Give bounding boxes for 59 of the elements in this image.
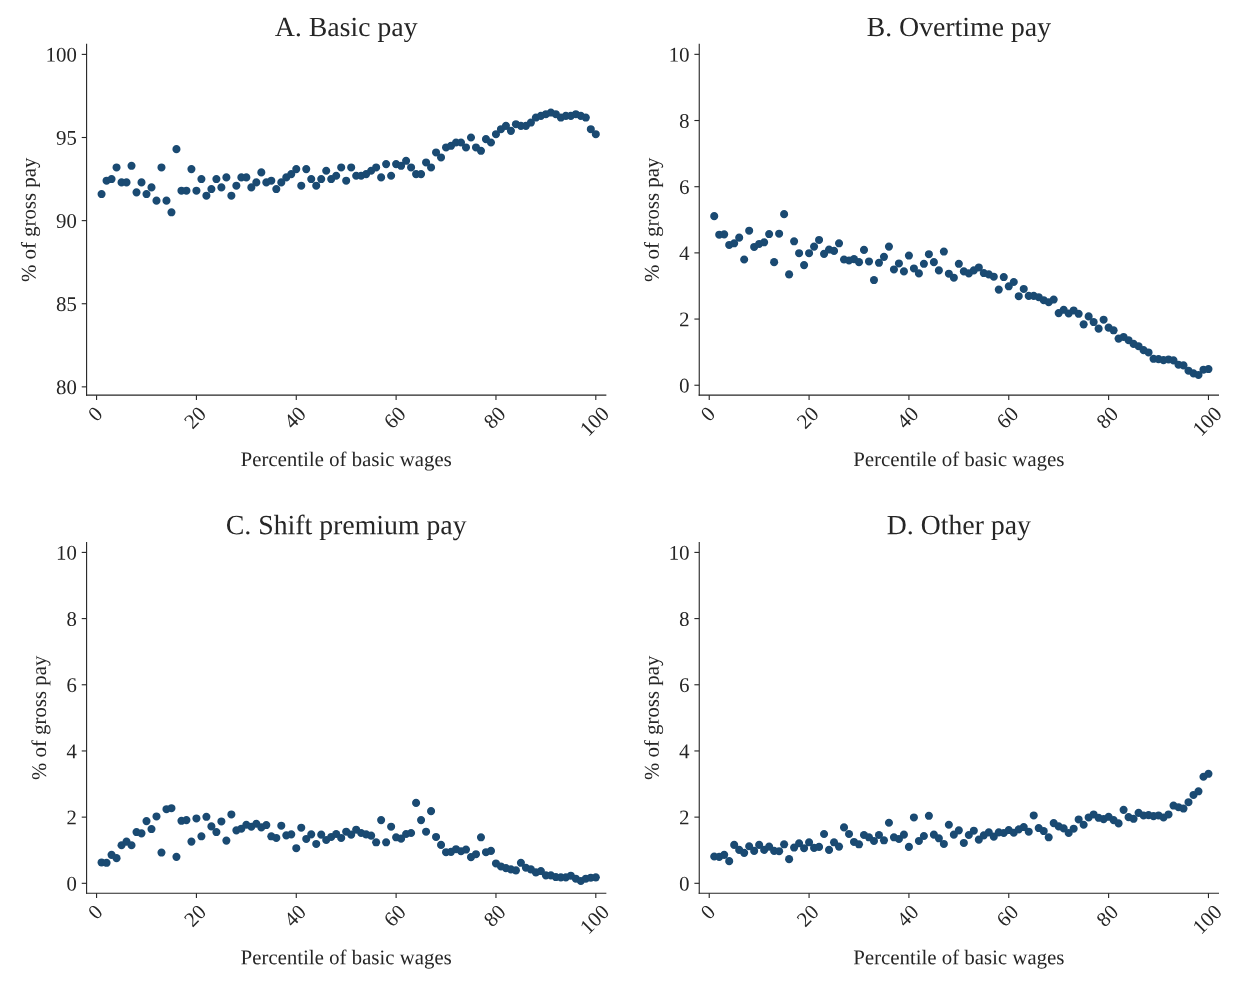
x-tick-label: 0 (699, 405, 717, 423)
y-axis-title: % of gross pay (643, 157, 664, 282)
x-tick-label: 0 (87, 903, 104, 921)
y-tick-label: 4 (679, 246, 690, 261)
x-axis-title: Percentile of basic wages (853, 451, 1064, 471)
chart-title: A. Basic pay (275, 17, 418, 43)
y-tick-label: 4 (679, 744, 690, 759)
x-tick-label: 80 (482, 405, 507, 430)
y-tick-label: 0 (67, 876, 77, 891)
y-tick-label: 2 (680, 810, 689, 825)
y-axis-title: % of gross pay (31, 655, 51, 780)
x-tick-label: 100 (579, 405, 610, 437)
y-tick-label: 100 (47, 47, 77, 62)
x-tick-label: 20 (796, 405, 820, 430)
x-tick-label: 60 (995, 903, 1020, 928)
x-tick-label: 40 (282, 903, 307, 928)
y-tick-label: 90 (56, 214, 77, 229)
x-axis-title: Percentile of basic wages (241, 949, 451, 969)
y-tick-label: 0 (679, 378, 689, 393)
chart-title: C. Shift premium pay (226, 514, 467, 541)
y-tick-label: 8 (679, 611, 689, 627)
x-tick-label: 100 (1192, 903, 1223, 935)
x-tick-label: 100 (1192, 405, 1223, 437)
y-tick-label: 95 (56, 130, 77, 145)
y-tick-label: 6 (680, 678, 689, 693)
chart-title: B. Overtime pay (867, 17, 1051, 43)
x-tick-label: 80 (482, 903, 507, 928)
y-tick-label: 85 (56, 297, 77, 312)
y-tick-label: 10 (57, 545, 77, 560)
x-axis-title: Percentile of basic wages (241, 451, 451, 471)
y-tick-label: 10 (670, 545, 689, 560)
y-tick-label: 80 (56, 380, 77, 395)
x-tick-label: 80 (1095, 903, 1120, 928)
x-tick-label: 20 (183, 903, 207, 928)
y-tick-label: 2 (680, 312, 689, 327)
x-axis-title: Percentile of basic wages (853, 949, 1064, 969)
y-tick-label: 8 (679, 113, 689, 128)
x-tick-label: 60 (383, 405, 407, 430)
x-tick-label: 20 (796, 903, 820, 928)
x-tick-label: 40 (895, 903, 920, 928)
x-tick-label: 20 (183, 405, 207, 430)
y-tick-label: 10 (670, 47, 689, 62)
y-tick-label: 6 (680, 180, 689, 195)
x-tick-label: 60 (383, 903, 407, 928)
x-tick-label: 80 (1095, 405, 1120, 430)
y-axis-title: % of gross pay (643, 655, 664, 780)
y-tick-label: 8 (67, 611, 77, 627)
chart-title: D. Other pay (887, 514, 1031, 541)
y-tick-label: 0 (679, 876, 689, 891)
x-tick-label: 60 (995, 405, 1020, 430)
x-tick-label: 40 (895, 405, 920, 430)
x-tick-label: 100 (579, 903, 610, 935)
y-tick-label: 6 (67, 678, 77, 693)
x-tick-label: 0 (87, 405, 104, 423)
x-tick-label: 0 (699, 903, 717, 921)
x-tick-label: 40 (282, 405, 307, 430)
y-tick-label: 2 (67, 810, 76, 825)
y-tick-label: 4 (66, 744, 77, 759)
y-axis-title: % of gross pay (20, 157, 41, 282)
